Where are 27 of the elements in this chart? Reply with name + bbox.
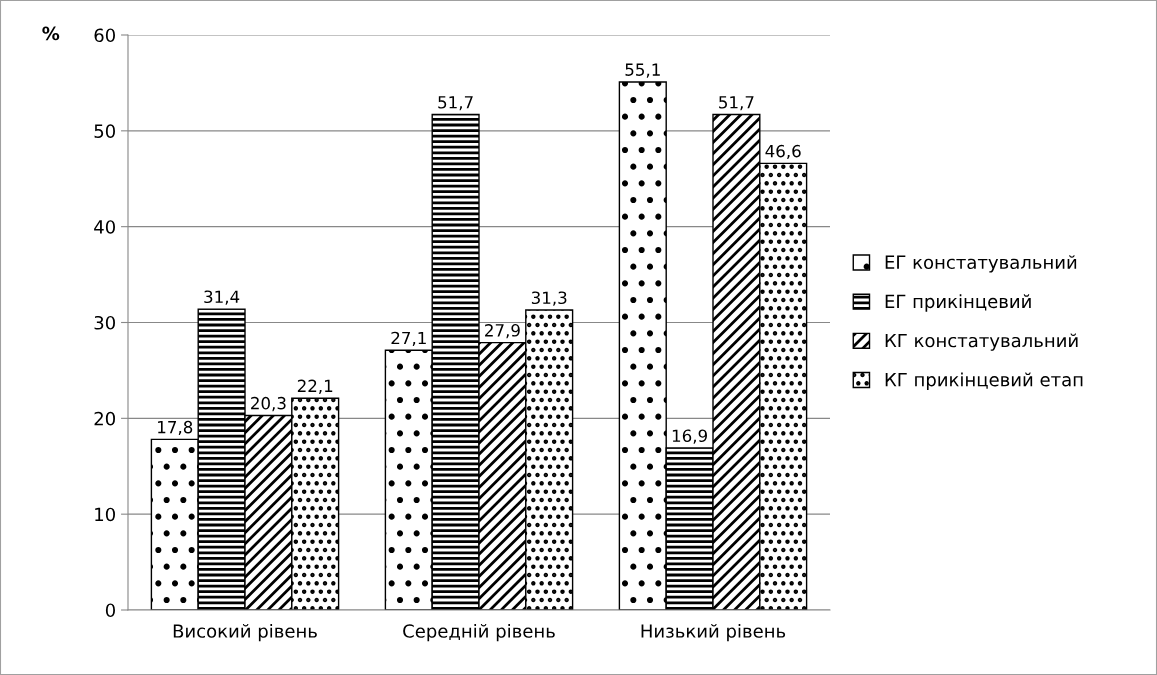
- data-label: 31,3: [531, 291, 567, 306]
- data-label: 51,7: [438, 96, 473, 111]
- legend-label: КГ прикінцевий етап: [885, 372, 1083, 390]
- data-label: 31,4: [204, 290, 240, 305]
- data-label: 17,8: [158, 420, 193, 436]
- y-tick-label: 40: [94, 220, 115, 234]
- data-label: 55,1: [625, 63, 660, 78]
- x-tick-label: Низький рівень: [641, 623, 786, 642]
- legend-label: КГ констатувальний: [885, 333, 1078, 351]
- y-tick-label: 20: [94, 411, 115, 426]
- data-label: 51,7: [719, 96, 754, 111]
- data-label: 27,9: [485, 324, 520, 339]
- y-tick-label: 0: [105, 603, 115, 618]
- data-label: 27,1: [391, 331, 426, 346]
- y-tick-label: 50: [94, 124, 115, 138]
- data-label: 20,3: [251, 396, 286, 412]
- y-tick-label: 30: [94, 315, 115, 330]
- y-tick-label: 10: [95, 507, 115, 522]
- y-axis-title: %: [42, 26, 60, 41]
- data-label: 46,6: [765, 144, 801, 160]
- y-tick-label: 60: [94, 28, 115, 43]
- data-label: 22,1: [297, 379, 333, 394]
- legend-label: ЕГ констатувальний: [885, 255, 1077, 273]
- x-tick-label: Високий рівень: [173, 623, 317, 642]
- x-tick-label: Середній рівень: [403, 623, 555, 642]
- legend-label: ЕГ прикінцевий: [885, 294, 1031, 312]
- data-label: 16,9: [672, 429, 707, 444]
